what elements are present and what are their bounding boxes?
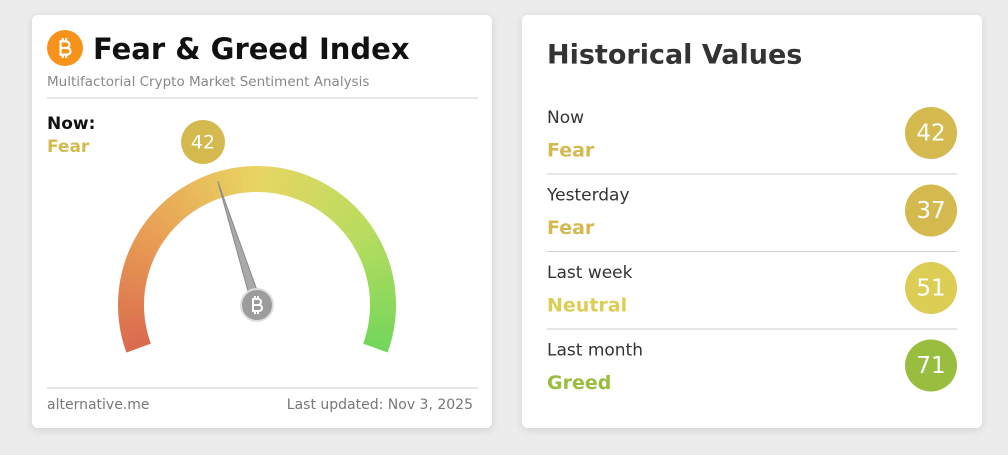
row-label: Now (547, 108, 584, 128)
gauge-segment (332, 204, 339, 209)
gauge-segment (134, 268, 136, 276)
gauge-segment (210, 185, 218, 188)
value-badge-text: 42 (916, 121, 945, 147)
gauge-segment (133, 276, 135, 284)
card-subtitle: Multifactorial Crypto Market Sentiment A… (47, 74, 369, 90)
gauge-segment (149, 232, 154, 239)
gauge-segment (365, 239, 369, 246)
gauge-segment (136, 340, 139, 348)
gauge-segment (132, 324, 134, 332)
gauge-segment (345, 214, 351, 220)
row-label: Last month (547, 341, 643, 361)
bitcoin-icon (47, 30, 83, 66)
row-classification: Neutral (547, 295, 627, 317)
card-title: Fear & Greed Index (93, 32, 410, 66)
gauge-segment (175, 204, 182, 209)
gauge-segment (369, 246, 373, 254)
row-label: Yesterday (546, 186, 630, 206)
value-badge-text: 42 (191, 132, 215, 154)
gauge-segment (164, 214, 170, 220)
gauge-segment (265, 179, 273, 180)
value-badge-text: 51 (916, 276, 945, 302)
gauge-segment (159, 220, 165, 226)
gauge-segment (132, 316, 133, 324)
gauge-segment (378, 269, 380, 277)
value-badge-text: 37 (916, 198, 945, 224)
gauge-segment (233, 180, 241, 181)
gauge-segment (169, 209, 175, 215)
gauge-segment (145, 239, 149, 246)
gauge-segment (273, 180, 281, 181)
gauge-segment (382, 309, 383, 317)
now-label: Now: (47, 114, 95, 134)
gauge-segment (188, 195, 195, 199)
gauge-segment (241, 179, 249, 180)
row-classification: Fear (547, 140, 595, 162)
gauge-segment (355, 226, 360, 233)
gauge-segment (142, 246, 146, 254)
gauge-segment (289, 183, 297, 185)
row-label: Last week (547, 263, 633, 283)
gauge-segment (381, 285, 382, 293)
gauge-segment (375, 340, 378, 348)
row-classification: Greed (547, 372, 611, 394)
gauge-segment (378, 333, 380, 341)
source: alternative.me (47, 397, 150, 413)
gauge-segment (380, 277, 382, 285)
gauge-segment (304, 188, 312, 191)
gauge-segment (225, 181, 233, 183)
gauge-segment (297, 185, 305, 188)
gauge-segment (360, 233, 365, 240)
row-classification: Fear (547, 217, 595, 239)
gauge-segment (326, 199, 333, 204)
gauge-segment (382, 293, 383, 301)
gauge-segment (131, 308, 132, 316)
last-updated: Last updated: Nov 3, 2025 (287, 397, 473, 413)
gauge-segment (375, 261, 378, 269)
gauge-segment (381, 317, 382, 325)
gauge-segment (202, 188, 210, 191)
gauge-segment (132, 284, 133, 292)
gauge-segment (312, 191, 320, 195)
gauge-segment (154, 226, 159, 233)
gauge-segment (134, 332, 136, 340)
value-badge-text: 71 (916, 353, 945, 379)
gauge-segment (281, 181, 289, 183)
gauge-segment (195, 191, 203, 195)
gauge-segment (319, 195, 326, 199)
gauge-segment (372, 254, 375, 262)
gauge-segment (182, 199, 189, 204)
gauge-segment (380, 325, 382, 333)
gauge-segment (350, 220, 355, 226)
gauge-segment (339, 209, 345, 215)
gauge-segment (139, 253, 142, 261)
card-title: Historical Values (547, 40, 802, 71)
now-classification: Fear (47, 137, 90, 157)
gauge-segment (131, 292, 132, 300)
gauge-segment (136, 261, 139, 269)
